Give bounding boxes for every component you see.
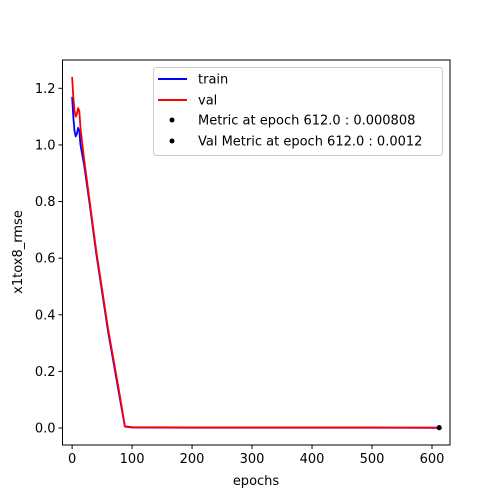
plot-frame xyxy=(62,59,451,446)
y-tick-label: 0.4 xyxy=(35,308,56,323)
final-metric-marker-1 xyxy=(436,425,442,431)
legend-val-label: val xyxy=(198,94,217,109)
x-axis-ticks: 0 100 200 300 400 500 600 xyxy=(68,445,444,467)
y-axis-ticks: 0.0 0.2 0.4 0.6 0.8 1.0 1.2 xyxy=(35,82,63,437)
series-layer xyxy=(71,76,440,429)
legend-val-metric-label: Val Metric at epoch 612.0 : 0.0012 xyxy=(198,135,422,150)
series-line-val xyxy=(71,76,440,429)
x-tick-label: 200 xyxy=(180,452,205,467)
y-tick-label: 1.2 xyxy=(35,82,56,97)
y-tick-label: 0.0 xyxy=(35,422,56,437)
x-tick-label: 300 xyxy=(240,452,265,467)
legend-val-metric-marker xyxy=(169,138,175,144)
legend-train-label: train xyxy=(198,73,228,88)
x-tick-label: 100 xyxy=(120,452,145,467)
x-tick-label: 0 xyxy=(68,452,76,467)
legend-box xyxy=(153,67,443,156)
legend: train val Metric at epoch 612.0 : 0.0008… xyxy=(153,67,443,156)
y-tick-label: 1.0 xyxy=(35,138,56,153)
x-tick-label: 400 xyxy=(300,452,325,467)
marker-layer xyxy=(436,425,442,431)
legend-metric-marker xyxy=(169,117,175,123)
x-tick-label: 500 xyxy=(360,452,385,467)
y-axis-label: x1tox8_rmse xyxy=(11,210,26,294)
y-tick-label: 0.6 xyxy=(35,252,56,267)
x-tick-label: 600 xyxy=(420,452,445,467)
legend-metric-label: Metric at epoch 612.0 : 0.000808 xyxy=(198,114,415,129)
y-tick-label: 0.2 xyxy=(35,365,56,380)
y-tick-label: 0.8 xyxy=(35,195,56,210)
x-axis-label: epochs xyxy=(233,474,280,489)
